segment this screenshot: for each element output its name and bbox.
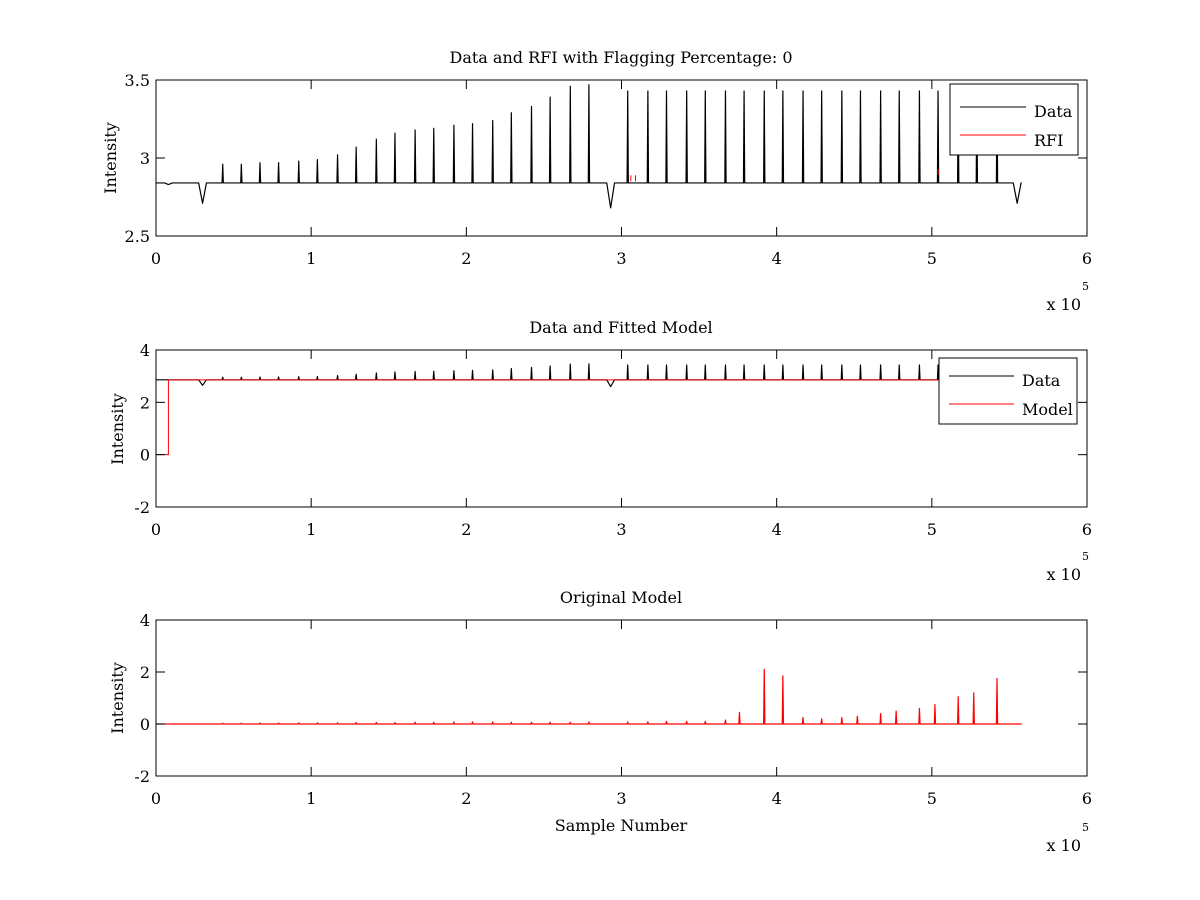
subplot-3-title: Original Model xyxy=(560,588,682,607)
y-tick-label: 2 xyxy=(140,663,150,682)
series-data-line xyxy=(156,84,1022,209)
x-tick-label: 2 xyxy=(461,520,471,539)
subplot-2: Data and Fitted Model Intensity 0 1 2 3 4 5 6 -… xyxy=(108,318,1092,584)
subplot-2-ylabel: Intensity xyxy=(108,393,127,465)
x-tick-label: 0 xyxy=(151,520,161,539)
subplot-1-axes-frame xyxy=(155,79,1088,237)
legend-box xyxy=(938,357,1078,425)
y-tick-label: 0 xyxy=(140,715,150,734)
subplot-3-x-exponent-base: x 10 xyxy=(1047,836,1081,855)
x-tick-label: 5 xyxy=(927,789,937,808)
x-tick-label: 6 xyxy=(1082,520,1092,539)
legend-box xyxy=(949,83,1079,156)
subplot-1-ticks: 0 1 2 3 4 5 6 2.5 3 3.5 xyxy=(125,71,1093,268)
y-tick-label: 2.5 xyxy=(125,227,150,246)
y-tick-label: 3.5 xyxy=(125,71,150,90)
x-tick-label: 2 xyxy=(461,789,471,808)
subplot-1-title: Data and RFI with Flagging Percentage: 0 xyxy=(449,48,792,67)
x-tick-label: 1 xyxy=(306,249,316,268)
x-tick-label: 6 xyxy=(1082,249,1092,268)
y-tick-label: -2 xyxy=(134,767,150,786)
series-model-line xyxy=(156,379,1022,456)
subplot-3: Original Model Intensity Sample Number 0… xyxy=(108,588,1092,855)
subplot-1: Data and RFI with Flagging Percentage: 0… xyxy=(101,48,1092,314)
subplot-3-x-exponent: x 10 5 xyxy=(1047,821,1089,855)
subplot-2-title: Data and Fitted Model xyxy=(529,318,712,337)
subplot-1-x-exponent-power: 5 xyxy=(1082,280,1089,293)
legend-label-data: Data xyxy=(1022,371,1061,390)
x-tick-label: 5 xyxy=(927,249,937,268)
x-tick-label: 4 xyxy=(772,249,782,268)
x-tick-label: 0 xyxy=(151,789,161,808)
x-tick-label: 5 xyxy=(927,520,937,539)
x-tick-label: 1 xyxy=(306,789,316,808)
subplot-2-series xyxy=(156,363,1022,456)
subplot-2-x-exponent-power: 5 xyxy=(1082,550,1089,563)
y-tick-label: 2 xyxy=(140,393,150,412)
legend-label-rfi: RFI xyxy=(1034,131,1063,150)
legend-label-model: Model xyxy=(1022,400,1073,419)
subplot-3-axes-frame xyxy=(155,619,1088,777)
subplot-3-series xyxy=(156,668,1022,725)
subplot-3-ylabel: Intensity xyxy=(108,662,127,734)
y-tick-label: 3 xyxy=(140,149,150,168)
subplot-2-legend: Data Model xyxy=(938,357,1078,425)
subplot-3-x-exponent-power: 5 xyxy=(1082,821,1089,834)
y-tick-label: 0 xyxy=(140,446,150,465)
x-tick-label: 0 xyxy=(151,249,161,268)
subplot-1-ylabel: Intensity xyxy=(101,122,120,194)
x-tick-label: 2 xyxy=(461,249,471,268)
x-tick-label: 3 xyxy=(616,249,626,268)
series-data-line xyxy=(156,363,1022,388)
subplot-1-legend: Data RFI xyxy=(949,83,1079,156)
subplot-2-x-exponent-base: x 10 xyxy=(1047,565,1081,584)
x-tick-label: 6 xyxy=(1082,789,1092,808)
x-tick-label: 3 xyxy=(616,789,626,808)
x-tick-label: 4 xyxy=(772,520,782,539)
subplot-1-x-exponent: x 10 5 xyxy=(1047,280,1089,314)
x-tick-label: 4 xyxy=(772,789,782,808)
subplot-3-xlabel: Sample Number xyxy=(555,816,688,835)
series-model-line xyxy=(156,668,1022,725)
subplot-2-x-exponent: x 10 5 xyxy=(1047,550,1089,584)
subplot-1-series xyxy=(156,84,1022,209)
y-tick-label: 4 xyxy=(140,611,150,630)
y-tick-label: -2 xyxy=(134,498,150,517)
legend-label-data: Data xyxy=(1034,102,1073,121)
x-tick-label: 3 xyxy=(616,520,626,539)
subplot-1-x-exponent-base: x 10 xyxy=(1047,295,1081,314)
x-tick-label: 1 xyxy=(306,520,316,539)
y-tick-label: 4 xyxy=(140,341,150,360)
